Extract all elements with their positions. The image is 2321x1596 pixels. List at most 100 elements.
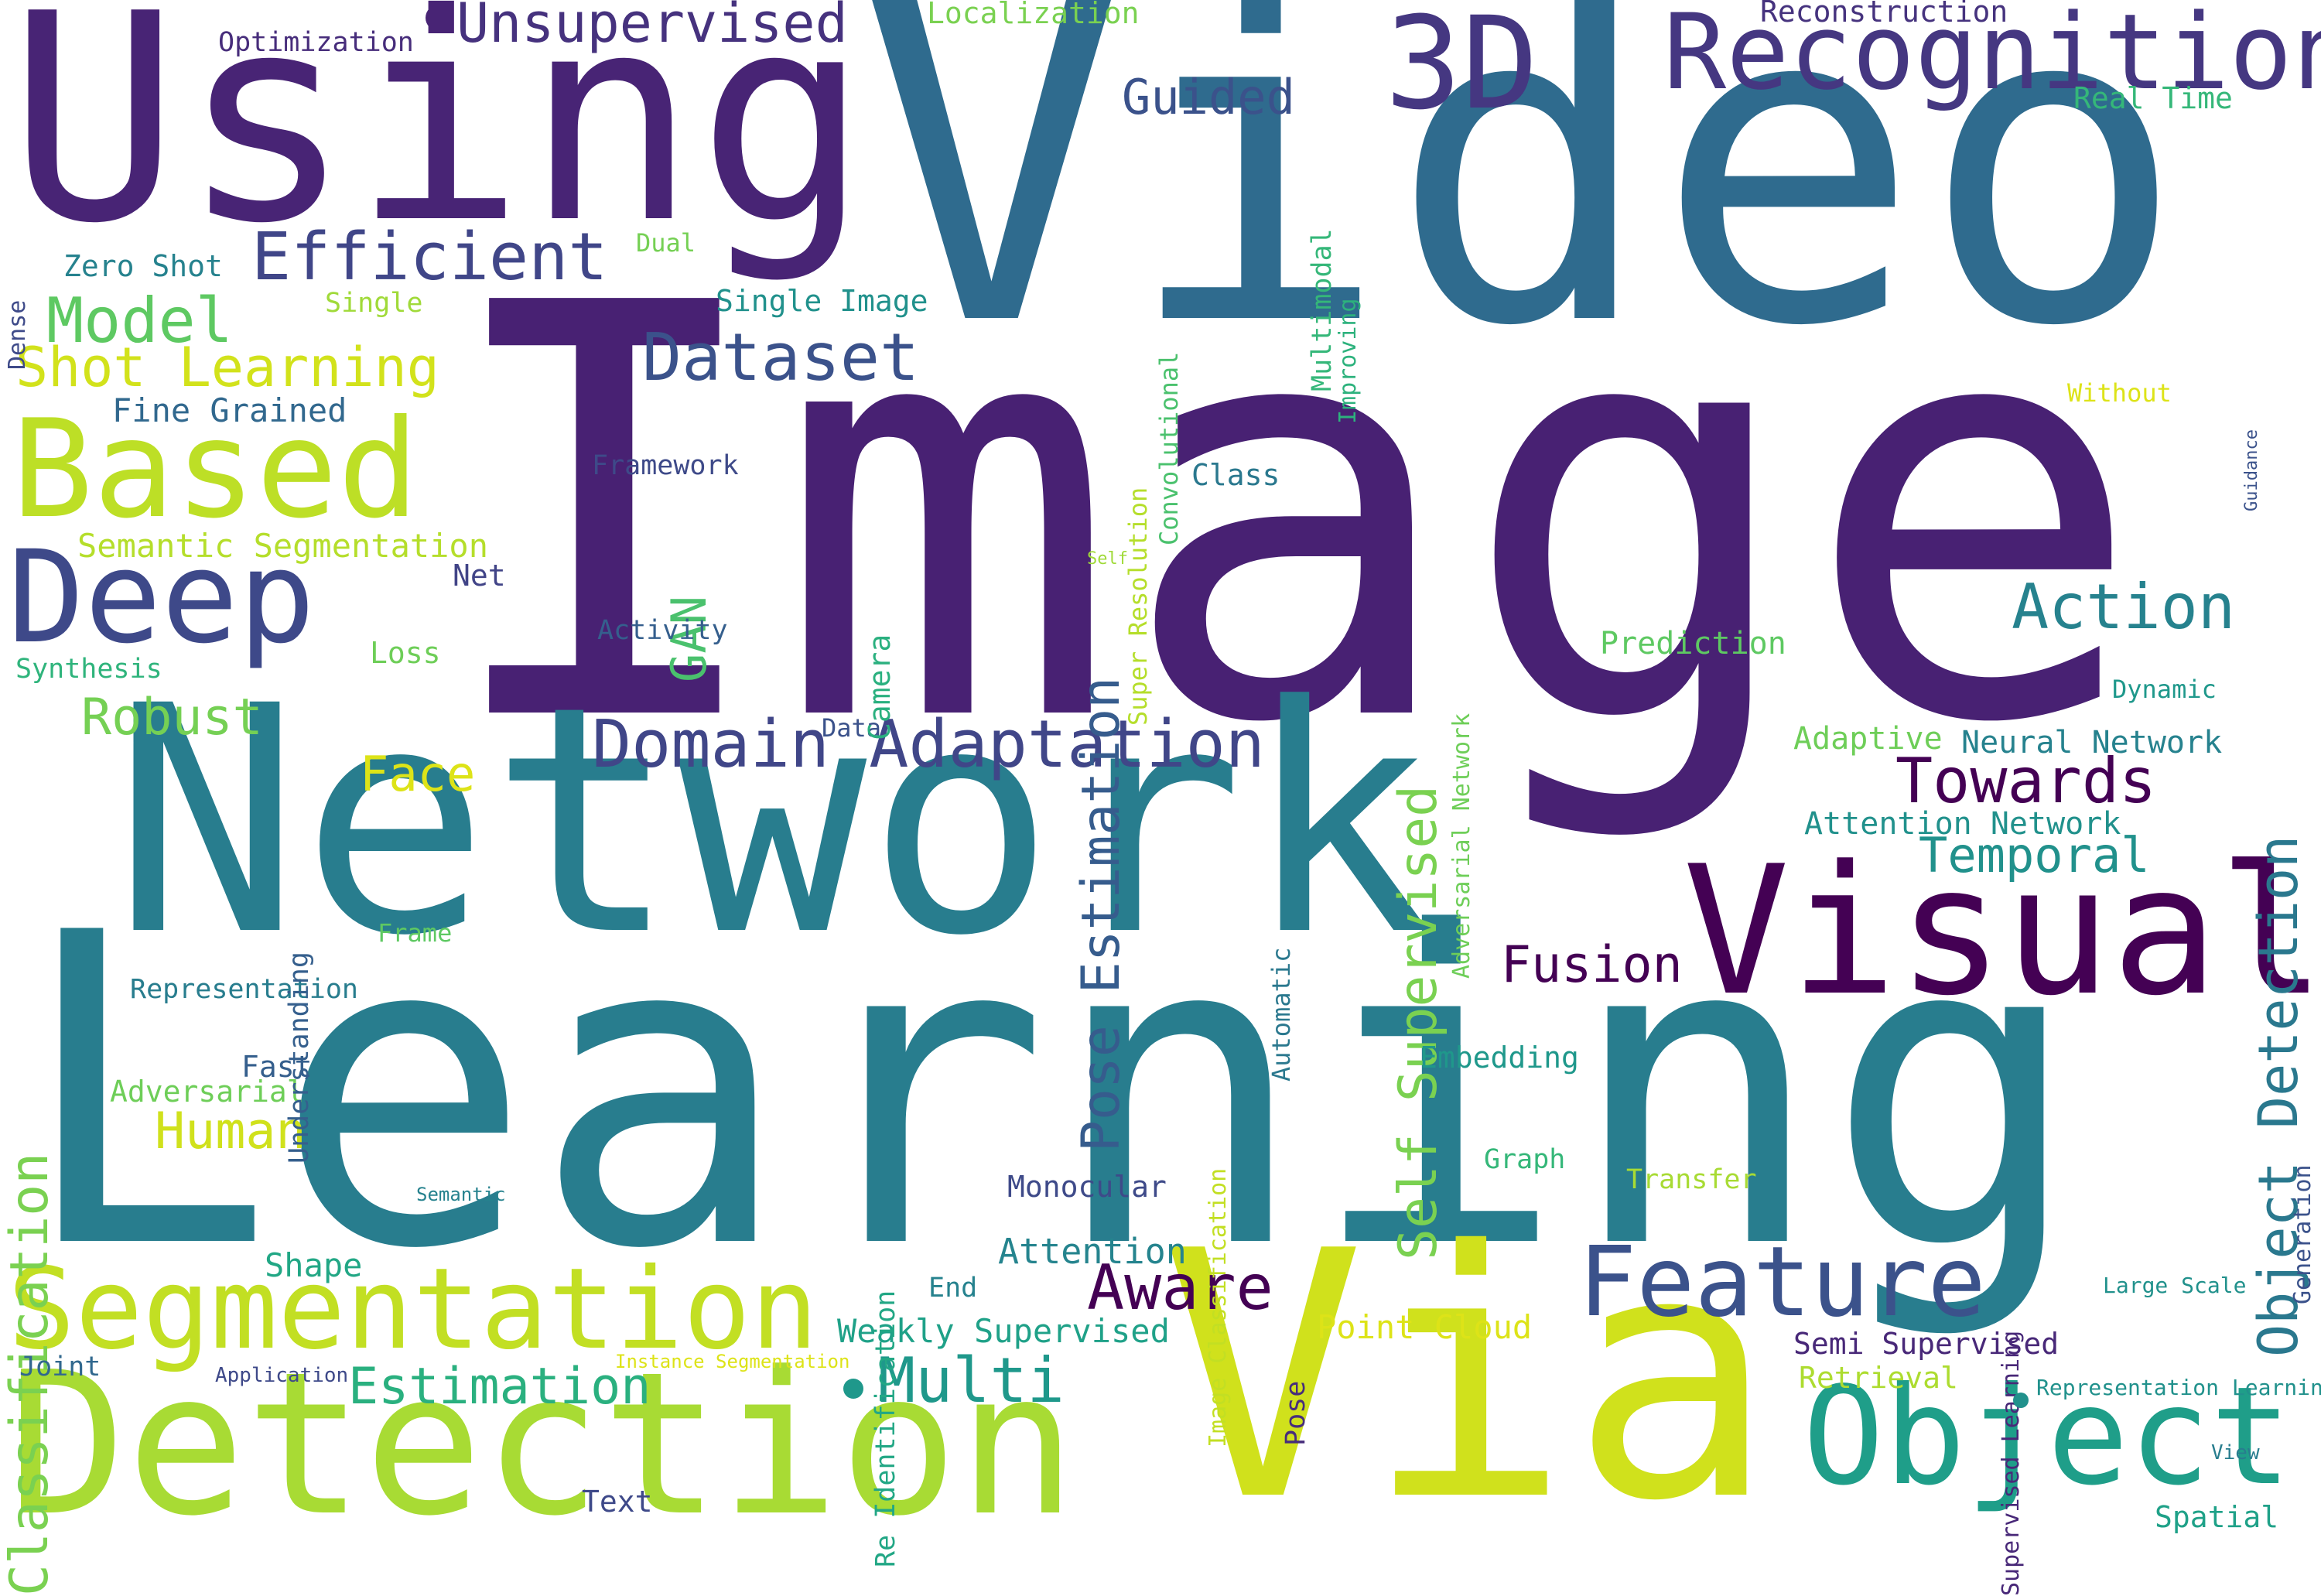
- word-semantic: Semantic: [416, 1184, 506, 1205]
- word-text: Text: [582, 1485, 653, 1519]
- word-spatial: Spatial: [2155, 1500, 2279, 1534]
- word-joint: Joint: [19, 1352, 101, 1382]
- word-detection: Detection: [8, 1330, 1077, 1560]
- word-human: Human: [155, 1102, 306, 1160]
- word-image-classification: Image Classification: [1205, 1167, 1232, 1447]
- word-unsupervised: Unsupervised: [456, 0, 848, 55]
- word-real-time: Real Time: [2073, 81, 2233, 115]
- word-fast: Fast: [241, 1050, 313, 1084]
- word-end: End: [928, 1273, 978, 1304]
- word-supervised-learning: Supervised Learning: [1998, 1330, 2025, 1596]
- word-guidance: Guidance: [2242, 429, 2261, 511]
- word-network: Network: [112, 639, 1433, 1004]
- word-estimation: Estimation: [348, 1358, 651, 1416]
- word-multimodal: Multimodal: [1307, 228, 1338, 391]
- word-model: Model: [46, 285, 233, 357]
- word-monocular: Monocular: [1007, 1170, 1167, 1204]
- word-fusion: Fusion: [1501, 936, 1683, 994]
- word-learning: Learning: [15, 842, 2084, 1342]
- word-attention: Attention: [998, 1231, 1187, 1272]
- word-dense: Dense: [4, 299, 31, 370]
- word-improving: Improving: [1335, 298, 1362, 424]
- word-understanding: Understanding: [284, 952, 315, 1164]
- word-based: Based: [12, 391, 419, 549]
- word-optimization: Optimization: [218, 27, 414, 58]
- word-guided: Guided: [1122, 69, 1295, 125]
- word-3d: 3D: [1385, 0, 1539, 138]
- word-re-identification: Re Identification: [870, 1290, 901, 1567]
- word-super-resolution: Super Resolution: [1123, 487, 1153, 726]
- word-embedding: Embedding: [1420, 1041, 1579, 1075]
- word-pose: Pose: [1280, 1380, 1311, 1446]
- word-robust: Robust: [81, 689, 263, 747]
- word-graph: Graph: [1484, 1144, 1566, 1175]
- word-single-image: Single Image: [716, 284, 928, 318]
- word-efficient: Efficient: [251, 219, 608, 296]
- word-domain-adaptation: Domain Adaptation: [592, 706, 1265, 783]
- word-attention-network: Attention Network: [1804, 806, 2121, 842]
- word-convolutional: Convolutional: [1154, 351, 1184, 545]
- word-action: Action: [2012, 571, 2235, 643]
- decorative-dot: [843, 1379, 863, 1399]
- word-transfer: Transfer: [1626, 1164, 1757, 1195]
- word-deep: Deep: [8, 523, 316, 672]
- word-weakly-supervised: Weakly Supervised: [837, 1312, 1170, 1350]
- word-dual: Dual: [636, 228, 696, 258]
- word-shot-learning: Shot Learning: [15, 336, 439, 399]
- word-representation: Representation: [130, 974, 359, 1005]
- word-self: Self: [1087, 549, 1128, 569]
- word-net: Net: [453, 559, 506, 593]
- word-automatic: Automatic: [1266, 947, 1296, 1082]
- word-reconstruction: Reconstruction: [1760, 0, 2008, 29]
- word-camera: Camera: [863, 634, 897, 740]
- word-instance-segmentation: Instance Segmentation: [615, 1351, 850, 1372]
- word-single: Single: [325, 288, 423, 319]
- word-point-cloud: Point Cloud: [1317, 1308, 1533, 1346]
- word-framework: Framework: [592, 450, 739, 481]
- word-without: Without: [2067, 378, 2172, 408]
- word-localization: Localization: [927, 0, 1140, 30]
- word-adversarial-network: Adversarial Network: [1448, 713, 1475, 979]
- word-loss: Loss: [370, 636, 441, 670]
- word-application: Application: [215, 1364, 349, 1387]
- word-frame: Frame: [378, 918, 453, 948]
- word-using: Using: [8, 0, 870, 286]
- word-generation: Generation: [2289, 1164, 2316, 1304]
- word-self-supervised: Self Supervised: [1388, 784, 1449, 1260]
- word-data: Data: [822, 713, 882, 743]
- word-dataset: Dataset: [642, 320, 920, 396]
- word-class: Class: [1191, 458, 1280, 492]
- word-large-scale: Large Scale: [2103, 1273, 2247, 1298]
- word-view: View: [2211, 1441, 2260, 1464]
- word-face: Face: [360, 746, 476, 802]
- word-recognition: Recognition: [1663, 0, 2321, 113]
- word-shape: Shape: [265, 1246, 363, 1284]
- word-synthesis: Synthesis: [15, 654, 162, 685]
- word-multi: Multi: [878, 1345, 1065, 1417]
- word-fine-grained: Fine Grained: [112, 391, 347, 429]
- word-via: Via: [1160, 1179, 1776, 1575]
- word-pose-estimation: Pose Estimation: [1071, 676, 1132, 1152]
- word-aware: Aware: [1087, 1252, 1273, 1324]
- word-prediction: Prediction: [1600, 626, 1786, 661]
- word-adversarial: Adversarial: [110, 1075, 305, 1109]
- word-segmentation: Segmentation: [8, 1244, 819, 1375]
- word-semi-supervised: Semi Supervised: [1793, 1327, 2060, 1361]
- decorative-dot: [426, 5, 452, 31]
- word-retrieval: Retrieval: [1799, 1361, 1958, 1395]
- word-adaptive: Adaptive: [1793, 721, 1943, 757]
- word-semantic-segmentation: Semantic Segmentation: [77, 527, 489, 565]
- word-temporal: Temporal: [1919, 827, 2150, 883]
- word-video: Video: [859, 0, 2186, 422]
- word-object: Object: [1803, 1358, 2292, 1516]
- word-visual: Visual: [1683, 829, 2321, 1035]
- word-representation-learning: Representation Learning: [2036, 1375, 2321, 1400]
- word-dynamic: Dynamic: [2112, 675, 2217, 704]
- word-image: Image: [433, 186, 2145, 847]
- decorative-dot: [2013, 1393, 2029, 1408]
- word-towards: Towards: [1895, 745, 2157, 817]
- word-neural-network: Neural Network: [1961, 725, 2223, 760]
- word-feature: Feature: [1578, 1226, 1986, 1338]
- word-activity: Activity: [597, 615, 728, 646]
